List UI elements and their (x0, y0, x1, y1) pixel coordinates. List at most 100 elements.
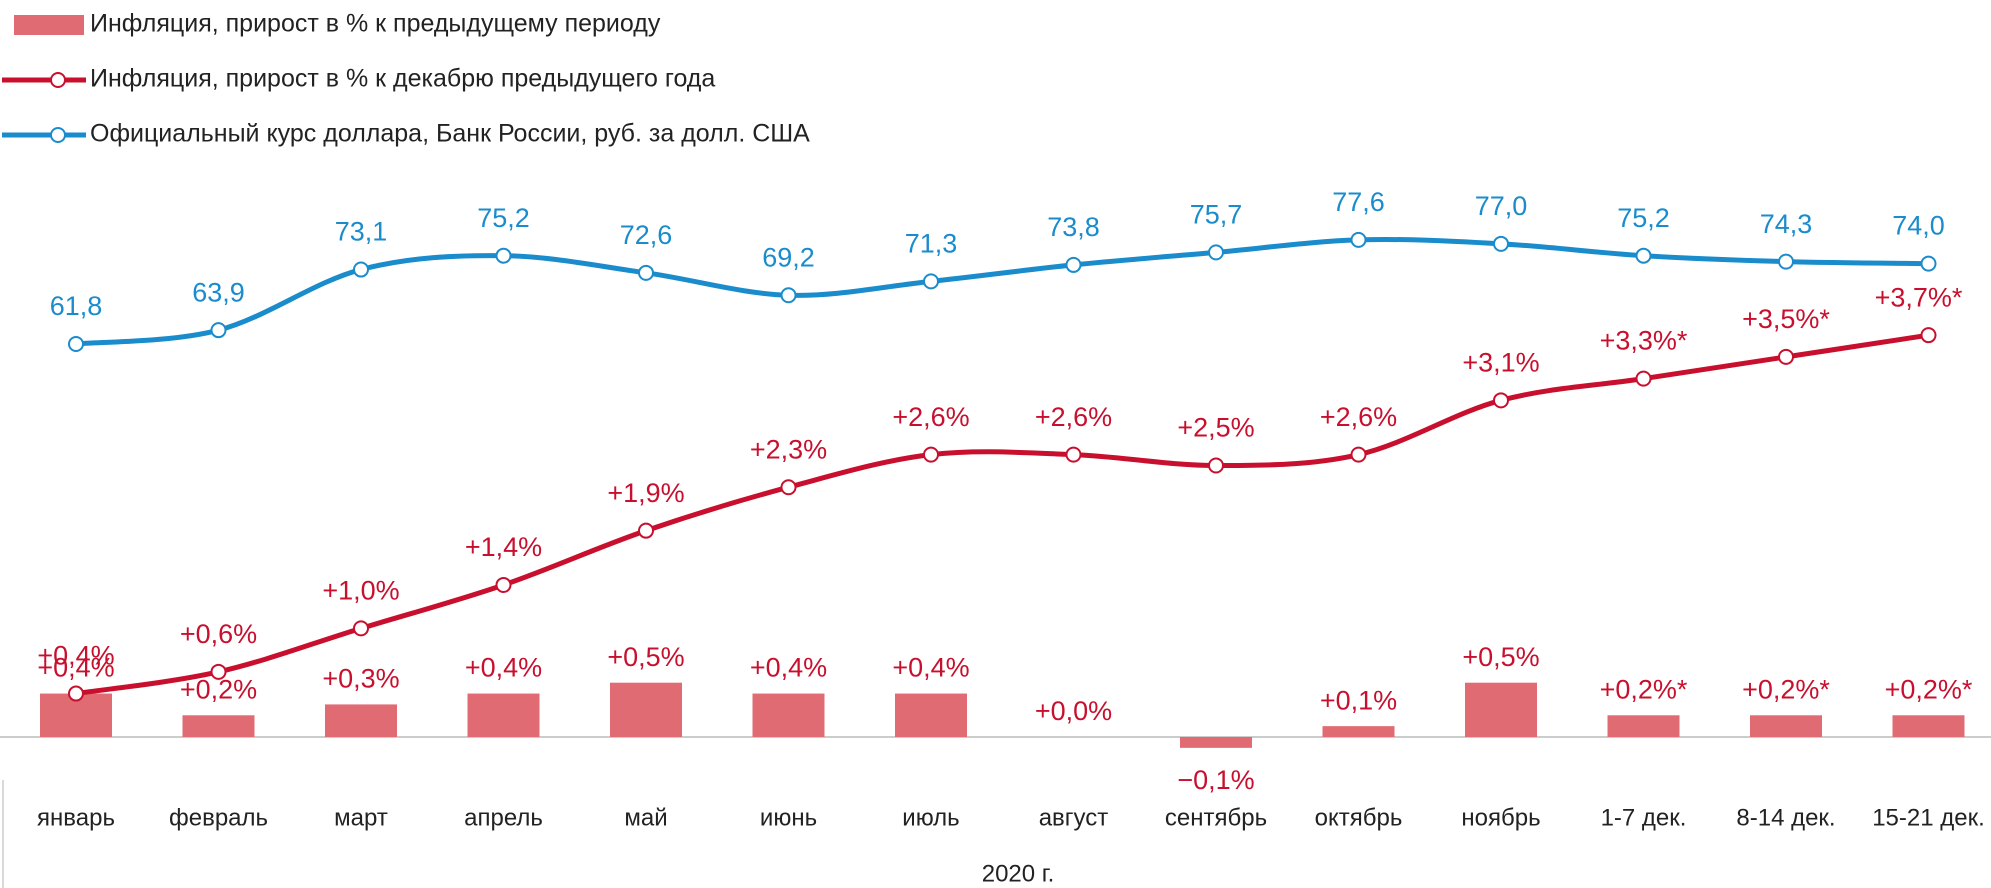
x-tick-label: июнь (760, 804, 817, 831)
point-label: 75,2 (1617, 203, 1670, 233)
legend-marker (50, 72, 66, 88)
bar-label: +0,5% (607, 642, 684, 672)
bar-label: +0,2%* (1600, 674, 1688, 704)
bar (1180, 737, 1252, 748)
point-label: 77,6 (1332, 187, 1385, 217)
bar-label: +0,0% (1035, 696, 1112, 726)
point-label: 69,2 (762, 242, 815, 272)
bar (610, 682, 682, 737)
legend-marker (50, 127, 66, 143)
bar-label: +0,4% (37, 653, 114, 683)
bar-label: +0,4% (465, 653, 542, 683)
bar-label: +0,2%* (1742, 674, 1830, 704)
bar (1750, 715, 1822, 737)
bar-label: +0,4% (750, 653, 827, 683)
marker (1920, 255, 1937, 272)
marker (1920, 327, 1937, 344)
x-tick-label: февраль (169, 804, 268, 831)
point-label: +2,3% (750, 434, 827, 464)
point-label: 72,6 (620, 220, 673, 250)
point-label: 73,1 (335, 217, 388, 247)
point-label: +1,4% (465, 532, 542, 562)
x-tick-label: октябрь (1315, 804, 1403, 831)
bar (1607, 715, 1680, 737)
point-label: +3,3%* (1600, 326, 1688, 356)
bar-label: −0,1% (1177, 765, 1254, 795)
x-tick-label: январь (37, 804, 115, 831)
marker (495, 247, 512, 264)
bar (1322, 726, 1395, 737)
point-label: +2,6% (892, 402, 969, 432)
x-tick-label: август (1039, 804, 1109, 831)
bar (182, 715, 255, 737)
marker (923, 273, 939, 290)
x-tick-label: ноябрь (1461, 804, 1540, 831)
marker (495, 576, 512, 593)
marker (353, 261, 369, 278)
bar-label: +0,3% (322, 664, 399, 694)
bar-label: +0,5% (1462, 642, 1539, 672)
marker (1493, 392, 1509, 409)
marker (923, 446, 939, 463)
point-label: +3,1% (1462, 347, 1539, 377)
point-label: +2,6% (1035, 402, 1112, 432)
marker (68, 336, 84, 352)
point-label: 71,3 (905, 229, 958, 259)
point-label: +1,0% (322, 576, 399, 606)
legend-label: Инфляция, прирост в % к предыдущему пери… (90, 10, 661, 38)
marker (1350, 446, 1367, 463)
marker (68, 685, 84, 702)
marker (210, 322, 227, 339)
point-label: 63,9 (192, 277, 245, 307)
marker (1065, 446, 1082, 463)
bar (752, 693, 825, 737)
marker (353, 620, 369, 637)
marker (1350, 231, 1367, 248)
marker (1208, 457, 1224, 474)
x-tick-label: 15-21 дек. (1872, 804, 1985, 831)
bar (895, 693, 967, 737)
marker (780, 287, 797, 304)
line (75, 332, 1929, 697)
point-label: +0,6% (180, 619, 257, 649)
bar-label: +0,4% (892, 653, 969, 683)
marker (780, 479, 797, 496)
x-axis-label: 2020 г. (982, 860, 1055, 887)
legend-label: Инфляция, прирост в % к декабрю предыдущ… (90, 65, 715, 93)
x-tick-label: июль (902, 804, 959, 831)
x-tick-label: апрель (464, 804, 543, 831)
bar (467, 693, 540, 737)
legend-swatch (14, 15, 84, 35)
x-tick-label: 8-14 дек. (1736, 804, 1835, 831)
point-label: +0,4% (37, 641, 114, 671)
marker (1635, 247, 1652, 264)
x-tick-label: май (624, 804, 667, 831)
point-label: 61,8 (50, 291, 103, 321)
marker (1493, 235, 1509, 252)
marker (1208, 244, 1224, 261)
bar-label: +0,2%* (1885, 674, 1973, 704)
bar (325, 704, 397, 737)
point-label: 75,2 (477, 203, 530, 233)
point-label: 73,8 (1047, 212, 1100, 242)
marker (1635, 370, 1652, 387)
x-tick-label: март (334, 804, 388, 831)
marker (1778, 348, 1794, 365)
marker (210, 663, 227, 680)
point-label: +3,7%* (1875, 282, 1963, 312)
x-tick-label: 1-7 дек. (1601, 804, 1687, 831)
point-label: 77,0 (1475, 191, 1528, 221)
bar (1892, 715, 1965, 737)
marker (1065, 256, 1082, 273)
point-label: +1,9% (607, 478, 684, 508)
point-label: 74,3 (1760, 209, 1813, 239)
legend-label: Официальный курс доллара, Банк России, р… (90, 120, 810, 148)
point-label: +2,5% (1177, 413, 1254, 443)
point-label: +2,6% (1320, 402, 1397, 432)
point-label: +3,5%* (1742, 304, 1830, 334)
marker (638, 522, 654, 539)
marker (1778, 253, 1794, 270)
bar (1465, 682, 1537, 737)
